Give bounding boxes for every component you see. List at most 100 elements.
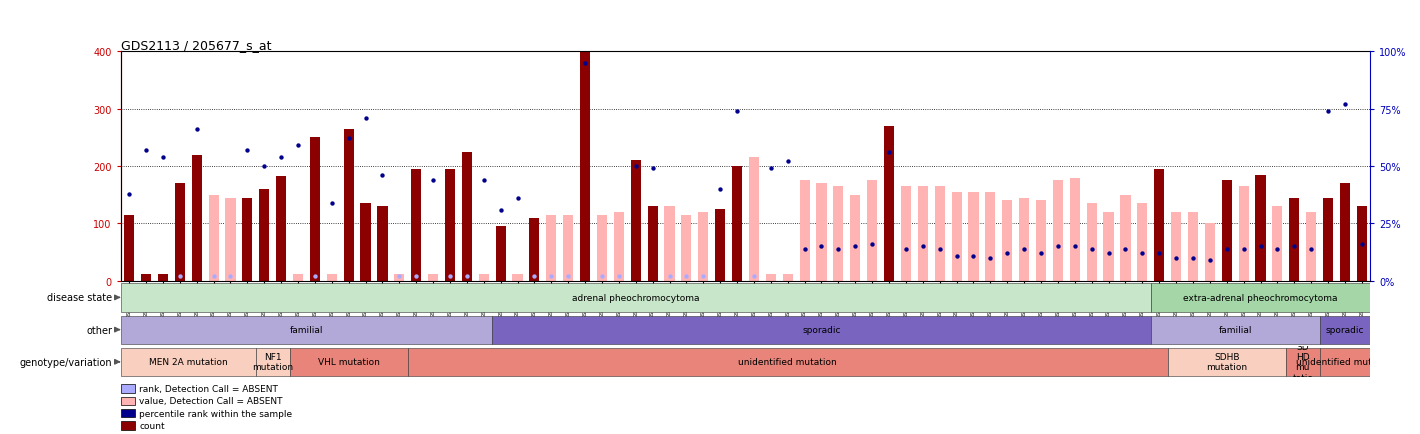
Point bbox=[523, 273, 545, 280]
Point bbox=[1081, 246, 1103, 253]
Bar bbox=[1052, 181, 1064, 281]
Text: extra-adrenal pheochromocytoma: extra-adrenal pheochromocytoma bbox=[1183, 293, 1338, 302]
Point bbox=[826, 246, 849, 253]
Point bbox=[709, 186, 731, 193]
Text: MEN 2A mutation: MEN 2A mutation bbox=[149, 358, 227, 366]
Point bbox=[1350, 241, 1373, 248]
Bar bbox=[834, 187, 843, 281]
Text: sporadic: sporadic bbox=[802, 326, 841, 334]
Point bbox=[794, 246, 816, 253]
Text: value, Detection Call = ABSENT: value, Detection Call = ABSENT bbox=[139, 397, 283, 405]
Bar bbox=[851, 195, 861, 281]
Bar bbox=[121, 348, 256, 376]
Bar bbox=[564, 215, 574, 281]
Bar bbox=[158, 274, 168, 281]
Bar bbox=[493, 316, 1150, 344]
Bar bbox=[985, 192, 995, 281]
Bar bbox=[395, 274, 405, 281]
Bar bbox=[1221, 181, 1231, 281]
Point bbox=[760, 165, 782, 172]
Point bbox=[371, 172, 393, 179]
Point bbox=[405, 273, 427, 280]
Bar bbox=[444, 170, 454, 281]
Bar bbox=[765, 274, 775, 281]
Bar bbox=[141, 274, 151, 281]
Bar bbox=[596, 215, 606, 281]
Point bbox=[843, 243, 866, 250]
Text: other: other bbox=[87, 325, 112, 335]
Bar bbox=[361, 204, 371, 281]
Text: sporadic: sporadic bbox=[1326, 326, 1365, 334]
Bar bbox=[968, 192, 978, 281]
Point bbox=[236, 147, 258, 154]
Bar bbox=[900, 187, 912, 281]
Bar bbox=[782, 274, 792, 281]
Point bbox=[169, 273, 192, 280]
Point bbox=[1115, 246, 1137, 253]
Bar bbox=[327, 274, 337, 281]
Bar bbox=[1272, 207, 1282, 281]
Text: genotype/variation: genotype/variation bbox=[20, 357, 112, 367]
Point bbox=[591, 273, 613, 280]
Bar bbox=[699, 213, 709, 281]
Point bbox=[287, 142, 310, 149]
Point bbox=[1098, 250, 1120, 257]
Point bbox=[692, 273, 714, 280]
Point bbox=[422, 177, 444, 184]
Bar bbox=[1323, 198, 1333, 281]
Point bbox=[1233, 246, 1255, 253]
Point bbox=[388, 273, 410, 280]
Bar bbox=[1020, 198, 1030, 281]
Point bbox=[473, 177, 496, 184]
Text: adrenal pheochromocytoma: adrenal pheochromocytoma bbox=[572, 293, 700, 302]
Bar bbox=[175, 184, 185, 281]
Bar bbox=[648, 207, 657, 281]
Point bbox=[557, 273, 579, 280]
Point bbox=[1299, 246, 1322, 253]
Bar bbox=[731, 167, 743, 281]
Point bbox=[929, 246, 951, 253]
Bar bbox=[427, 274, 439, 281]
Text: SDHB
mutation: SDHB mutation bbox=[1206, 352, 1247, 372]
Point bbox=[338, 136, 361, 143]
Point bbox=[608, 273, 630, 280]
Bar bbox=[1255, 175, 1265, 281]
Bar bbox=[293, 274, 302, 281]
Point bbox=[321, 200, 344, 207]
Point bbox=[878, 149, 900, 156]
Bar bbox=[885, 127, 895, 281]
Text: disease state: disease state bbox=[47, 293, 112, 302]
Text: unidentified mutation: unidentified mutation bbox=[1295, 358, 1394, 366]
Point bbox=[1181, 255, 1204, 262]
Point bbox=[946, 253, 968, 260]
Bar bbox=[613, 213, 623, 281]
Point bbox=[777, 158, 799, 165]
Point bbox=[152, 154, 175, 161]
Bar bbox=[1356, 207, 1367, 281]
Bar bbox=[1037, 201, 1047, 281]
Text: count: count bbox=[139, 421, 165, 430]
Bar bbox=[1086, 204, 1096, 281]
Text: percentile rank within the sample: percentile rank within the sample bbox=[139, 409, 293, 418]
Point bbox=[743, 273, 765, 280]
Point bbox=[1012, 246, 1035, 253]
Text: unidentified mutation: unidentified mutation bbox=[738, 358, 838, 366]
Point bbox=[439, 273, 462, 280]
Point bbox=[674, 273, 697, 280]
Bar bbox=[716, 210, 726, 281]
Point bbox=[1164, 255, 1187, 262]
Point bbox=[506, 195, 528, 202]
Bar bbox=[479, 274, 488, 281]
Bar bbox=[799, 181, 809, 281]
Bar bbox=[682, 215, 692, 281]
Point bbox=[1147, 250, 1170, 257]
Bar bbox=[1120, 195, 1130, 281]
Text: GDS2113 / 205677_s_at: GDS2113 / 205677_s_at bbox=[121, 39, 271, 52]
Point bbox=[657, 273, 680, 280]
Point bbox=[1250, 243, 1272, 250]
Point bbox=[625, 163, 648, 170]
Text: NF1
mutation: NF1 mutation bbox=[253, 352, 294, 372]
Point bbox=[456, 273, 479, 280]
Point bbox=[1047, 243, 1069, 250]
Bar bbox=[260, 190, 270, 281]
